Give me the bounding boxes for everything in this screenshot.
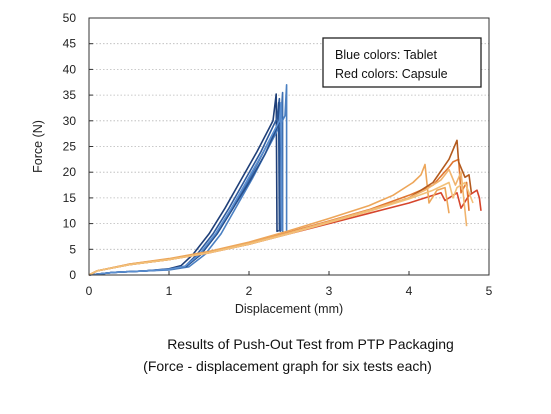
y-axis-label: Force (N) xyxy=(31,120,45,173)
series-line-6 xyxy=(88,102,283,276)
series-line-1 xyxy=(88,93,280,276)
y-tick-label: 30 xyxy=(63,114,77,128)
x-axis-ticks: 0 1 2 3 4 5 xyxy=(86,271,493,298)
x-tick-label: 2 xyxy=(246,284,253,298)
y-tick-label: 35 xyxy=(63,88,77,102)
x-axis-label: Displacement (mm) xyxy=(235,302,343,316)
series-line-12 xyxy=(88,181,474,276)
series-lines xyxy=(88,84,482,276)
x-tick-label: 1 xyxy=(166,284,173,298)
series-line-2 xyxy=(88,97,282,276)
caption-subtitle: (Force - displacement graph for six test… xyxy=(143,358,432,374)
x-tick-label: 5 xyxy=(486,284,493,298)
y-tick-label: 50 xyxy=(63,11,77,25)
y-tick-label: 20 xyxy=(63,165,77,179)
y-tick-label: 40 xyxy=(63,62,77,76)
series-line-4 xyxy=(88,84,288,276)
x-tick-label: 0 xyxy=(86,284,93,298)
y-tick-label: 0 xyxy=(69,268,76,282)
legend-line-capsule: Red colors: Capsule xyxy=(335,67,448,81)
legend-box: Blue colors: Tablet Red colors: Capsule xyxy=(322,37,482,88)
legend-border xyxy=(322,37,482,88)
grid-lines xyxy=(89,43,489,250)
y-tick-label: 15 xyxy=(63,191,77,205)
x-tick-label: 4 xyxy=(406,284,413,298)
y-tick-label: 45 xyxy=(63,37,77,51)
series-line-11 xyxy=(88,168,468,276)
legend-line-tablet: Blue colors: Tablet xyxy=(335,48,437,62)
y-tick-label: 5 xyxy=(69,242,76,256)
y-axis-ticks: 0 5 10 15 20 25 30 35 40 45 50 xyxy=(63,11,93,282)
y-tick-label: 10 xyxy=(63,217,77,231)
caption-title: Results of Push-Out Test from PTP Packag… xyxy=(167,336,454,352)
x-tick-label: 3 xyxy=(326,284,333,298)
series-line-9 xyxy=(88,163,450,276)
y-tick-label: 25 xyxy=(63,140,77,154)
series-line-3 xyxy=(88,91,284,276)
